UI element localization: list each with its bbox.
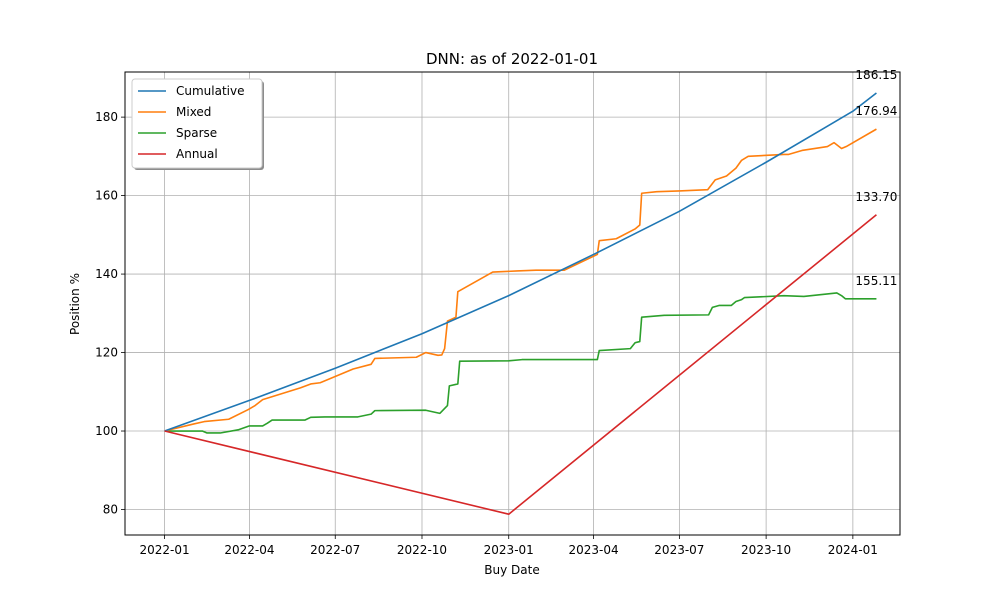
y-tick-label: 180 xyxy=(95,110,118,124)
end-value-label-annual: 133.70 xyxy=(855,190,897,204)
plot-frame xyxy=(124,71,901,536)
y-tick-label: 140 xyxy=(95,267,118,281)
y-tick-label: 80 xyxy=(103,502,118,516)
x-tick-label: 2022-04 xyxy=(224,543,274,557)
x-tick-label: 2024-01 xyxy=(828,543,878,557)
y-tick-label: 160 xyxy=(95,189,118,203)
legend: Cumulative Mixed Sparse Annual xyxy=(131,78,264,170)
grid xyxy=(125,72,900,535)
axis-ticks: 2022-01 2022-04 2022-07 2022-10 2023-01 2023-… xyxy=(95,110,878,557)
legend-label-cumulative: Cumulative xyxy=(176,84,245,98)
y-tick-label: 120 xyxy=(95,346,118,360)
x-tick-label: 2023-04 xyxy=(569,543,619,557)
legend-label-mixed: Mixed xyxy=(176,105,211,119)
legend-label-annual: Annual xyxy=(176,147,218,161)
end-value-labels: 186.15 176.94 155.11 133.70 xyxy=(855,68,897,288)
x-tick-label: 2022-07 xyxy=(310,543,360,557)
x-axis-label: Buy Date xyxy=(484,563,539,577)
y-tick-label: 100 xyxy=(95,424,118,438)
legend-box xyxy=(131,78,263,169)
x-tick-label: 2022-10 xyxy=(397,543,447,557)
series-line-mixed xyxy=(164,128,877,432)
end-value-label-sparse: 155.11 xyxy=(855,274,897,288)
series-line-annual xyxy=(164,214,877,515)
end-value-label-mixed: 176.94 xyxy=(855,104,897,118)
series-lines xyxy=(164,92,877,515)
series-line-cumulative xyxy=(164,92,877,432)
end-value-label-cumulative: 186.15 xyxy=(855,68,897,82)
chart-title: DNN: as of 2022-01-01 xyxy=(426,50,598,68)
x-tick-label: 2023-07 xyxy=(654,543,704,557)
y-axis-label: Position % xyxy=(68,273,82,335)
x-tick-label: 2023-10 xyxy=(741,543,791,557)
x-tick-label: 2023-01 xyxy=(484,543,534,557)
legend-label-sparse: Sparse xyxy=(176,126,217,140)
series-line-sparse xyxy=(164,292,877,434)
x-tick-label: 2022-01 xyxy=(140,543,190,557)
